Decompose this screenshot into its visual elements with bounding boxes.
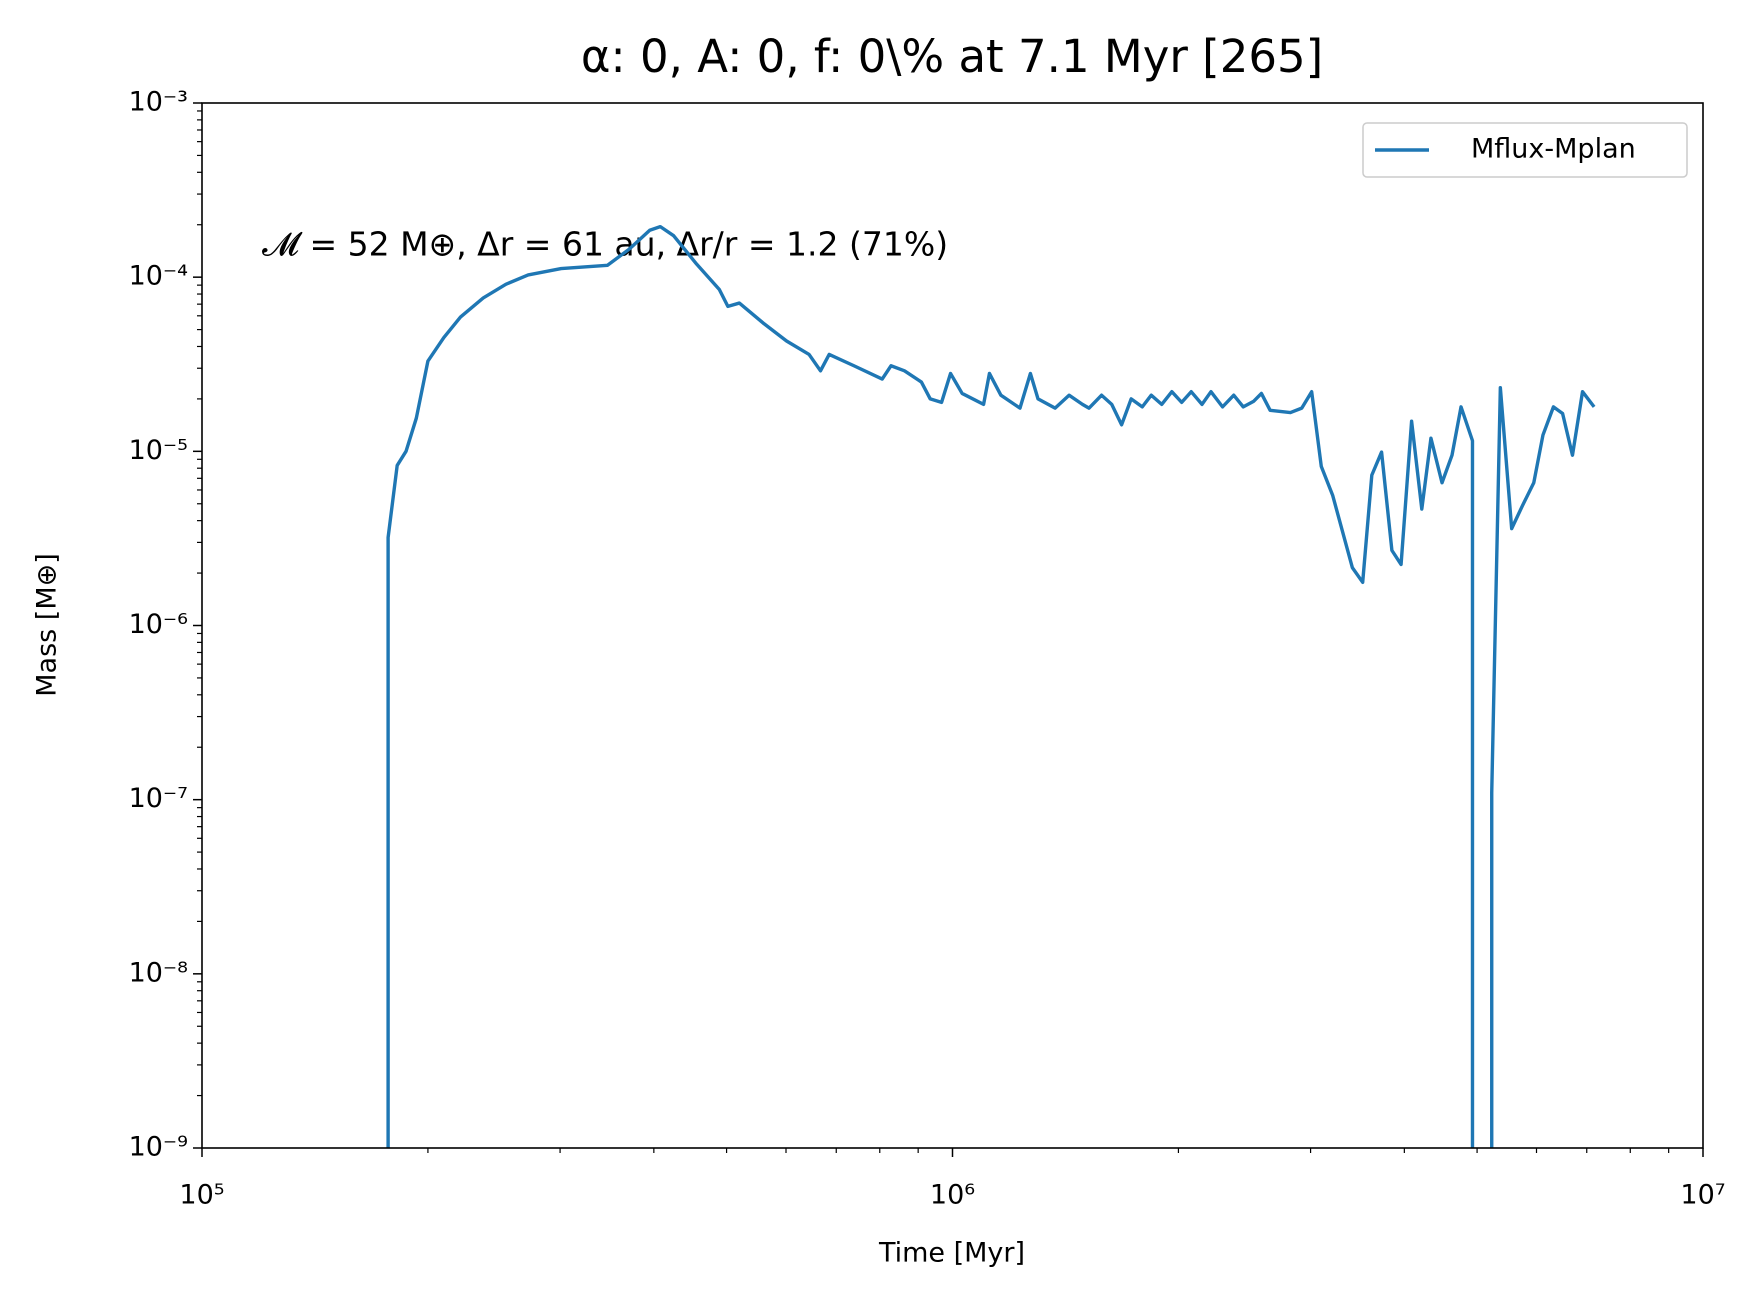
x-tick-label: 10⁶ xyxy=(930,1180,975,1211)
y-tick-label: 10⁻³ xyxy=(129,87,188,118)
y-tick-label: 10⁻⁸ xyxy=(129,957,188,988)
y-tick-label: 10⁻⁹ xyxy=(129,1132,188,1163)
y-tick-label: 10⁻⁶ xyxy=(129,609,188,640)
x-tick-label: 10⁵ xyxy=(179,1180,224,1211)
x-tick-label: 10⁷ xyxy=(1680,1180,1725,1211)
x-axis-label: Time [Myr] xyxy=(878,1238,1025,1269)
y-tick-label: 10⁻⁷ xyxy=(129,783,188,814)
annotation: 𝓜 = 52 M⊕, Δr = 61 au, Δr/r = 1.2 (71%) xyxy=(262,225,948,264)
legend-label: Mflux-Mplan xyxy=(1471,134,1636,165)
data-line xyxy=(386,224,1596,1148)
y-tick-label: 10⁻⁵ xyxy=(129,435,188,466)
y-axis-label: Mass [M⊕] xyxy=(32,553,63,697)
chart-title: α: 0, A: 0, f: 0\% at 7.1 Myr [265] xyxy=(581,30,1323,83)
plot-frame xyxy=(201,102,1704,1149)
legend-box xyxy=(1362,122,1688,178)
legend: Mflux-Mplan xyxy=(1362,122,1688,178)
y-tick-label: 10⁻⁴ xyxy=(129,261,188,292)
